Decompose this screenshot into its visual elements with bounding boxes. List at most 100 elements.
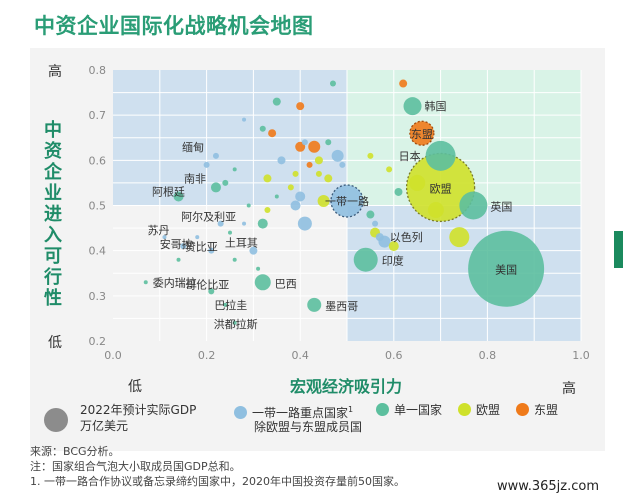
bubble bbox=[306, 161, 313, 168]
bubble bbox=[403, 97, 422, 116]
bubble bbox=[263, 174, 272, 183]
y-low-label: 低 bbox=[48, 335, 62, 351]
x-tick-label: 0.4 bbox=[291, 349, 309, 362]
bubble bbox=[228, 230, 232, 235]
bubble bbox=[386, 166, 393, 173]
bubble-label: 赞比亚 bbox=[185, 241, 218, 254]
bubble bbox=[277, 156, 286, 165]
bubble bbox=[409, 174, 426, 191]
bubble bbox=[339, 161, 346, 168]
bubble bbox=[232, 320, 237, 325]
bubble-label: 阿尔及利亚 bbox=[181, 211, 236, 224]
bubble bbox=[173, 191, 184, 202]
legend-sup: 1 bbox=[348, 405, 354, 414]
bubble bbox=[468, 230, 545, 307]
legend-item-asean: 东盟 bbox=[516, 402, 558, 418]
legend-label-belt-road: 一带一路重点国家 bbox=[252, 406, 349, 420]
bubble-label: 一带一路 bbox=[325, 195, 369, 208]
bubble bbox=[249, 246, 258, 255]
bubble bbox=[367, 152, 374, 159]
bubble-label: 美国 bbox=[495, 264, 517, 277]
bubble-label: 欧盟 bbox=[430, 182, 452, 195]
bubble-label: 安哥拉 bbox=[160, 237, 193, 251]
bubble-label: 土耳其 bbox=[225, 237, 258, 250]
bubble bbox=[324, 174, 333, 183]
bubble bbox=[208, 288, 215, 295]
bubble bbox=[394, 187, 403, 196]
footnote-1: 1. 一带一路合作协议或备忘录缔约国家中，2020年中国投资存量前50国家。 bbox=[30, 475, 405, 488]
bubble bbox=[256, 266, 261, 271]
legend-item-eu: 欧盟 bbox=[458, 402, 500, 418]
legend-size-line1: 2022年预计实际GDP bbox=[80, 403, 197, 417]
side-tab bbox=[614, 231, 623, 268]
legend-label-eu: 欧盟 bbox=[476, 403, 501, 417]
bubble bbox=[292, 170, 299, 177]
y-tick-label: 0.5 bbox=[89, 200, 107, 213]
bubble bbox=[409, 120, 435, 146]
bubble bbox=[405, 152, 476, 223]
bubble bbox=[388, 241, 399, 252]
legend-dot-asean bbox=[516, 403, 529, 416]
bubble bbox=[308, 140, 321, 153]
legend-size-text: 2022年预计实际GDP 万亿美元 bbox=[80, 402, 196, 434]
footnotes: 来源：BCG分析。 注：国家组合气泡大小取成员国GDP总和。 1. 一带一路合作… bbox=[30, 444, 405, 489]
bubble-label: 洪都拉斯 bbox=[214, 317, 258, 331]
legend-dot-single bbox=[376, 403, 389, 416]
bubble bbox=[295, 191, 306, 202]
bubble bbox=[287, 184, 294, 191]
bubble bbox=[449, 227, 470, 248]
legend-item-single: 单一国家 bbox=[376, 402, 442, 418]
legend-dot-eu bbox=[458, 403, 471, 416]
x-low-label: 低 bbox=[128, 379, 142, 395]
bubble bbox=[425, 140, 456, 171]
bubble-label: 巴拉圭 bbox=[214, 298, 247, 312]
bubble bbox=[268, 129, 277, 138]
bubble bbox=[246, 203, 251, 208]
y-tick-label: 0.6 bbox=[89, 154, 107, 167]
y-tick-label: 0.8 bbox=[89, 64, 107, 77]
bubble-label: 东盟 bbox=[411, 128, 433, 141]
bubble-label: 缅甸 bbox=[182, 140, 204, 154]
bubble bbox=[264, 207, 271, 214]
bubble bbox=[212, 152, 219, 159]
legend-dot-belt-road bbox=[234, 406, 247, 419]
bubble bbox=[317, 194, 330, 207]
legend-label-single: 单一国家 bbox=[394, 403, 443, 417]
bubble bbox=[257, 218, 268, 229]
legend-label-asean: 东盟 bbox=[534, 403, 559, 417]
bubble bbox=[307, 297, 322, 312]
bubble bbox=[203, 161, 210, 168]
y-tick-label: 0.7 bbox=[89, 109, 107, 122]
bubble-label: 韩国 bbox=[425, 99, 447, 113]
bubble-label: 南非 bbox=[184, 172, 206, 185]
bubble bbox=[223, 302, 228, 307]
bubble bbox=[143, 280, 148, 285]
y-axis-title: 中资企业进入可行性 bbox=[44, 120, 62, 309]
bubble bbox=[297, 216, 312, 231]
x-axis-title: 宏观经济吸引力 bbox=[290, 377, 403, 396]
legend-item-belt-road: 一带一路重点国家1 bbox=[234, 402, 353, 421]
bubble bbox=[459, 191, 488, 220]
bubble bbox=[195, 235, 200, 240]
bubble bbox=[325, 139, 332, 146]
bubble bbox=[180, 243, 187, 250]
bubble bbox=[296, 102, 305, 111]
footnote-source: 来源：BCG分析。 bbox=[30, 445, 120, 458]
bubble-label: 巴西 bbox=[275, 277, 297, 290]
footnote-note: 注：国家组合气泡大小取成员国GDP总和。 bbox=[30, 460, 241, 473]
x-tick-label: 0.6 bbox=[385, 349, 403, 362]
bubble bbox=[259, 125, 266, 132]
y-high-label: 高 bbox=[48, 64, 62, 80]
bubble bbox=[375, 233, 384, 242]
bubble bbox=[290, 200, 301, 211]
bubble bbox=[330, 184, 364, 218]
legend-subnote: 除欧盟与东盟成员国 bbox=[254, 420, 363, 434]
bubble bbox=[210, 182, 221, 193]
bubble bbox=[217, 220, 224, 227]
bubble bbox=[274, 194, 279, 199]
bubble bbox=[242, 221, 247, 226]
watermark: www.365jz.com bbox=[497, 479, 599, 494]
x-tick-label: 0.8 bbox=[479, 349, 497, 362]
bubble-label: 英国 bbox=[490, 200, 512, 214]
